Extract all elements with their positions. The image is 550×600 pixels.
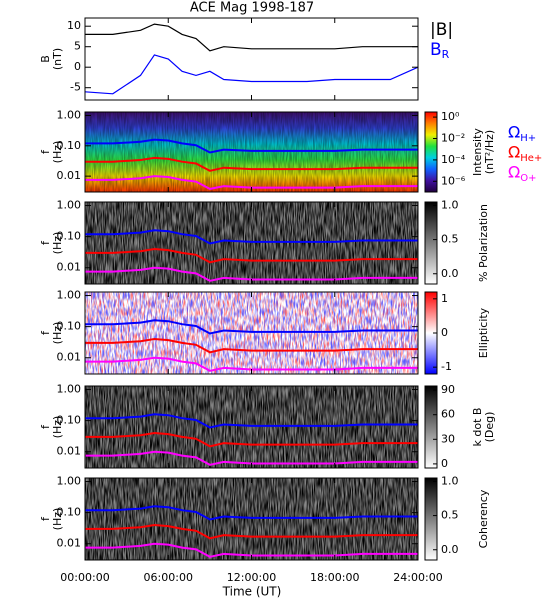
x-axis-label: Time (UT) (222, 585, 282, 599)
series-line (85, 505, 418, 521)
y-tick-label: 10 (67, 19, 81, 32)
colorbar-tick-label: 1.0 (441, 198, 459, 211)
y-tick-label: 0.01 (57, 537, 82, 550)
colorbar-label: (Deg) (483, 412, 496, 443)
y-tick-label: 0 (74, 60, 81, 73)
series-line (85, 175, 418, 190)
series-line (85, 431, 418, 448)
y-tick-label: 0.01 (57, 261, 82, 274)
y-tick-label: 0.01 (57, 169, 82, 182)
y-tick-label: 0.10 (57, 320, 82, 333)
colorbar-label: Ellipticity (477, 307, 490, 358)
y-tick-label: 0.01 (57, 445, 82, 458)
colorbar-tick-label: 10⁻⁴ (441, 153, 466, 166)
y-tick-label: 0.01 (57, 351, 82, 364)
colorbar-tick-label: 90 (441, 383, 455, 396)
y-tick-label: 0.10 (57, 139, 82, 152)
series-line (85, 450, 418, 466)
y-tick-label: 1.00 (57, 383, 82, 396)
y-axis-label: B (39, 55, 52, 63)
y-axis-label: (Hz) (51, 508, 64, 531)
legend-entry: ΩHe+ (508, 143, 542, 165)
legend-subscript: R (442, 48, 450, 61)
series-line (85, 319, 418, 335)
spectrogram-texture (85, 386, 418, 468)
colorbar-tick-label: 10⁰ (441, 110, 460, 123)
colorbar-tick-label: 60 (441, 408, 455, 421)
colorbar-tick-label: 30 (441, 432, 455, 445)
legend-subscript: He+ (520, 153, 542, 164)
series-line (85, 247, 418, 264)
x-tick-label: 24:00:00 (393, 571, 442, 584)
legend-subscript: O+ (520, 173, 536, 184)
x-tick-label: 00:00:00 (60, 571, 109, 584)
x-tick-label: 12:00:00 (227, 571, 276, 584)
series-line (85, 337, 418, 354)
y-tick-label: 1.00 (57, 475, 82, 488)
colorbar-tick-label: 10⁻² (441, 132, 465, 145)
colorbar (424, 201, 438, 285)
y-tick-label: 1.00 (57, 199, 82, 212)
legend-entry: BR (430, 40, 450, 61)
y-axis-label: f (39, 330, 52, 335)
y-axis-label: (nT) (51, 48, 64, 70)
y-tick-label: 0.10 (57, 230, 82, 243)
y-axis-label: (Hz) (51, 322, 64, 345)
spectrogram-texture (85, 292, 418, 374)
colorbar-label: % Polarization (477, 204, 490, 282)
colorbar-label: Coherency (477, 489, 490, 548)
series-line (84, 54, 419, 95)
colorbar-tick-label: 0.5 (441, 509, 459, 522)
legend-entry: ΩH+ (508, 123, 536, 145)
series-line (85, 229, 418, 245)
series-line (85, 156, 418, 172)
spectrogram-texture (85, 112, 418, 192)
colorbar-tick-label: 1 (441, 292, 448, 305)
y-axis-label: (Hz) (51, 141, 64, 164)
colorbar-label: k dot B (471, 408, 484, 447)
legend-entry: |B| (430, 20, 453, 40)
series-line (85, 356, 418, 372)
spectrogram-texture (85, 202, 418, 284)
colorbar-tick-label: 10⁻⁶ (441, 174, 466, 187)
y-tick-label: 0.10 (57, 414, 82, 427)
colorbar (424, 477, 438, 561)
series-line (85, 523, 418, 540)
x-tick-label: 18:00:00 (310, 571, 359, 584)
series-line (85, 542, 418, 558)
legend-subscript: H+ (520, 133, 536, 144)
y-axis-label: (Hz) (51, 232, 64, 255)
y-tick-label: 1.00 (57, 289, 82, 302)
colorbar-tick-label: -1 (441, 360, 452, 373)
colorbar-tick-label: 0 (441, 326, 448, 339)
series-line (85, 23, 418, 52)
y-axis-label: f (39, 240, 52, 245)
series-line (85, 266, 418, 282)
plot-frame (84, 17, 419, 101)
colorbar-label: (nT²/Hz) (483, 130, 496, 174)
series-line (85, 138, 418, 154)
series-line (85, 413, 418, 429)
colorbar (424, 385, 438, 469)
y-axis-label: f (39, 424, 52, 429)
y-tick-label: 0.10 (57, 506, 82, 519)
y-axis-label: (Hz) (51, 416, 64, 439)
colorbar-tick-label: 0.0 (441, 267, 459, 280)
colorbar-tick-label: 0.5 (441, 233, 459, 246)
figure-title: ACE Mag 1998-187 (190, 1, 314, 16)
y-axis-label: f (39, 149, 52, 154)
x-tick-label: 06:00:00 (144, 571, 193, 584)
legend-entry: ΩO+ (508, 163, 536, 185)
colorbar-tick-label: 0.0 (441, 543, 459, 556)
colorbar-tick-label: 0 (441, 457, 448, 470)
y-tick-label: 5 (74, 40, 81, 53)
y-tick-label: 1.00 (57, 108, 82, 121)
y-tick-label: -5 (70, 81, 81, 94)
spectrogram-texture (85, 478, 418, 560)
colorbar (424, 111, 438, 193)
colorbar-label: Intensity (471, 128, 484, 176)
y-axis-label: f (39, 516, 52, 521)
colorbar-tick-label: 1.0 (441, 474, 459, 487)
